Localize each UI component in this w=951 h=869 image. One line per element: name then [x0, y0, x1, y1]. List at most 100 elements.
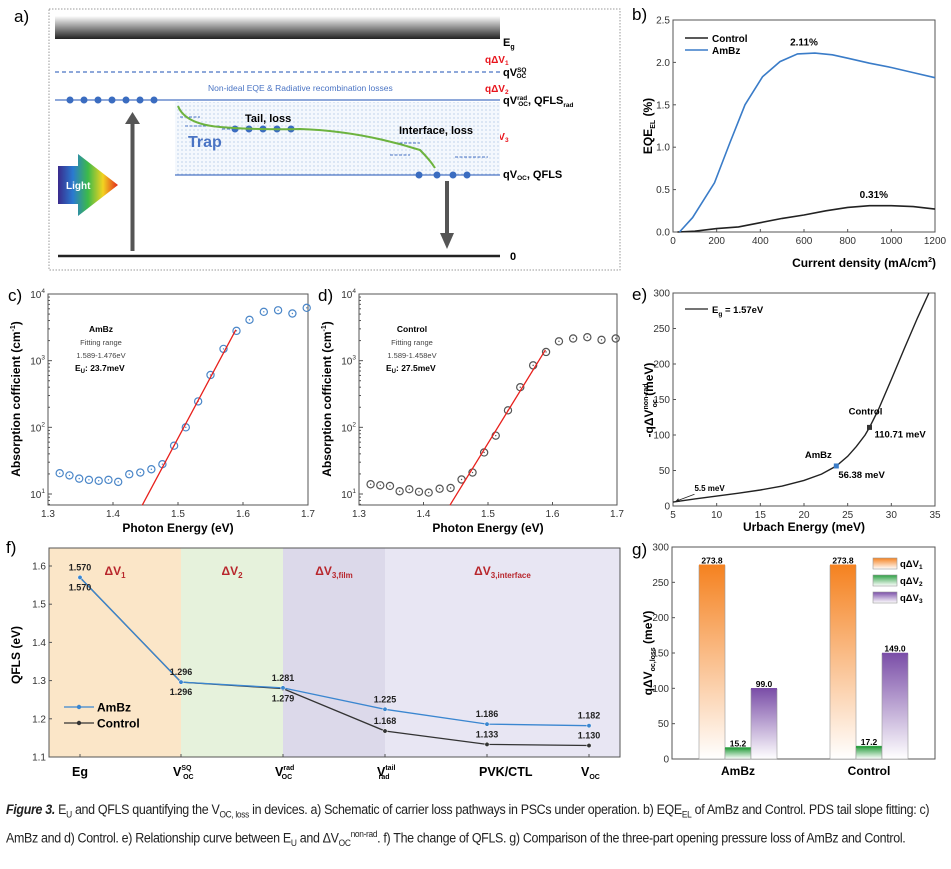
data-point-center: [78, 477, 80, 480]
y-tick-label: 0.5: [656, 185, 670, 196]
region-bg: [385, 548, 620, 757]
plot-frame: [48, 547, 621, 758]
series-line-ambz: [79, 577, 590, 727]
data-point-center: [68, 474, 71, 477]
annotation-title: Control: [397, 324, 427, 334]
data-label-control: 1.130: [578, 731, 601, 741]
data-point: [405, 485, 414, 494]
bar-value-label: 273.8: [701, 556, 723, 566]
data-label-ambz: 1.182: [578, 711, 601, 721]
data-point: [414, 487, 424, 496]
annotation-urbach: EU: 23.7meV: [75, 363, 125, 375]
electron-dots-top: [60, 96, 168, 104]
x-tick-label: 1.4: [106, 509, 120, 520]
vsq-level-label: qVSQ OC: [503, 67, 527, 80]
annotation-title: AmBz: [89, 324, 113, 334]
x-tick-label: 5: [670, 510, 676, 521]
x-tick-label: 400: [752, 236, 769, 247]
vrad-level-label: qVrad OC, QFLSrad: [503, 95, 574, 109]
caption-figure-number: Figure 3.: [6, 802, 55, 817]
data-point-center: [586, 336, 589, 338]
series-point-ambz: [178, 679, 184, 685]
series-point-ambz: [586, 723, 592, 729]
series-line: [672, 292, 930, 503]
region-label: ΔV3,film: [315, 564, 353, 580]
data-point-center: [471, 471, 474, 474]
region-bg: [49, 548, 181, 757]
annotation-range: 1.589-1.476eV: [76, 351, 125, 360]
y-tick-label: 1.3: [32, 676, 46, 687]
region-bg: [283, 548, 385, 757]
y-tick-label: 1.4: [32, 638, 46, 649]
data-point-center: [277, 309, 279, 311]
data-label-control: 1.279: [272, 694, 295, 704]
x-tick-label: 800: [839, 236, 856, 247]
data-point-center: [139, 471, 141, 474]
data-point: [273, 306, 283, 315]
data-point: [193, 397, 203, 406]
x-category-label: Vtail rad: [377, 765, 396, 781]
data-point: [424, 488, 433, 497]
x-tick-label: 1.5: [481, 509, 495, 520]
x-tick-label: 1.3: [41, 509, 55, 520]
bar-control-dv3: [881, 653, 909, 760]
x-category-label: VSQ OC: [173, 765, 194, 781]
bar-value-label: 15.2: [730, 738, 747, 748]
data-point-center: [263, 311, 265, 313]
data-point: [435, 484, 444, 493]
data-point-center: [545, 351, 547, 353]
tail-loss-label: Tail, loss: [245, 113, 291, 125]
y-axis-label: qΔVoc,loss (meV): [641, 611, 657, 696]
annotation-text: 5.5 meV: [694, 484, 725, 493]
carrier-loss-path: [177, 105, 436, 169]
y-tick-label: 103: [30, 355, 45, 368]
data-point: [611, 334, 620, 343]
x-tick-label: 1000: [880, 236, 903, 247]
data-point-center: [600, 339, 603, 341]
data-label-ambz: 1.296: [170, 667, 193, 677]
data-point-center: [427, 491, 430, 494]
data-point-center: [408, 488, 411, 490]
loss-dv2-label: qΔV2: [485, 84, 509, 96]
light-arrow-icon: Light: [58, 154, 118, 216]
voc-level-label: qVOC, QFLS: [503, 169, 562, 182]
x-category-label: Eg: [72, 765, 88, 779]
data-point-center: [369, 483, 372, 485]
x-tick-label: 600: [796, 236, 813, 247]
data-point: [259, 307, 268, 317]
data-point: [136, 468, 145, 477]
x-tick-label: 1.6: [236, 509, 250, 520]
data-point: [376, 481, 385, 490]
data-point-center: [572, 337, 574, 340]
data-point-center: [128, 473, 130, 475]
region-label: ΔV3,interface: [474, 564, 531, 580]
y-tick-label: 102: [30, 421, 45, 434]
x-category-label: VOC: [581, 765, 600, 781]
marker-control: [867, 424, 872, 430]
bar-value-label: 17.2: [861, 737, 878, 747]
x-axis-label: Current density (mA/cm2): [792, 256, 936, 270]
panel-d-chart: d) 1.3 1.4 1.5 1.6 1.7 101 102 103 104 Control Fitt…: [318, 286, 624, 535]
x-tick-label: 0: [670, 236, 676, 247]
bar-ambz-dv1: [698, 565, 726, 760]
legend-marker-ambz: [76, 704, 82, 710]
data-label-ambz: 1.281: [272, 673, 295, 683]
region-label: ΔV1: [104, 564, 126, 580]
x-tick-label: 1.7: [301, 509, 315, 520]
data-point: [554, 337, 564, 346]
panel-label: b): [632, 5, 647, 24]
electron-dots-bottom: [415, 171, 471, 179]
data-point-center: [558, 340, 560, 343]
x-tick-label: 1.6: [546, 509, 560, 520]
x-tick-label: 10: [711, 510, 723, 521]
x-category-label: AmBz: [721, 764, 755, 778]
figure-canvas: a) Eg qVSQ OC qVrad OC, QFLSrad Non-ideal …: [6, 5, 947, 781]
svg-text:Light: Light: [66, 181, 91, 192]
excitation-arrow-icon: [125, 112, 140, 251]
panel-label: d): [318, 286, 333, 305]
annotation-arrow: [675, 493, 695, 502]
legend-label-ambz: AmBz: [712, 46, 740, 57]
x-tick-label: 1.4: [417, 509, 431, 520]
x-tick-label: 25: [842, 510, 854, 521]
data-point-center: [185, 426, 187, 429]
